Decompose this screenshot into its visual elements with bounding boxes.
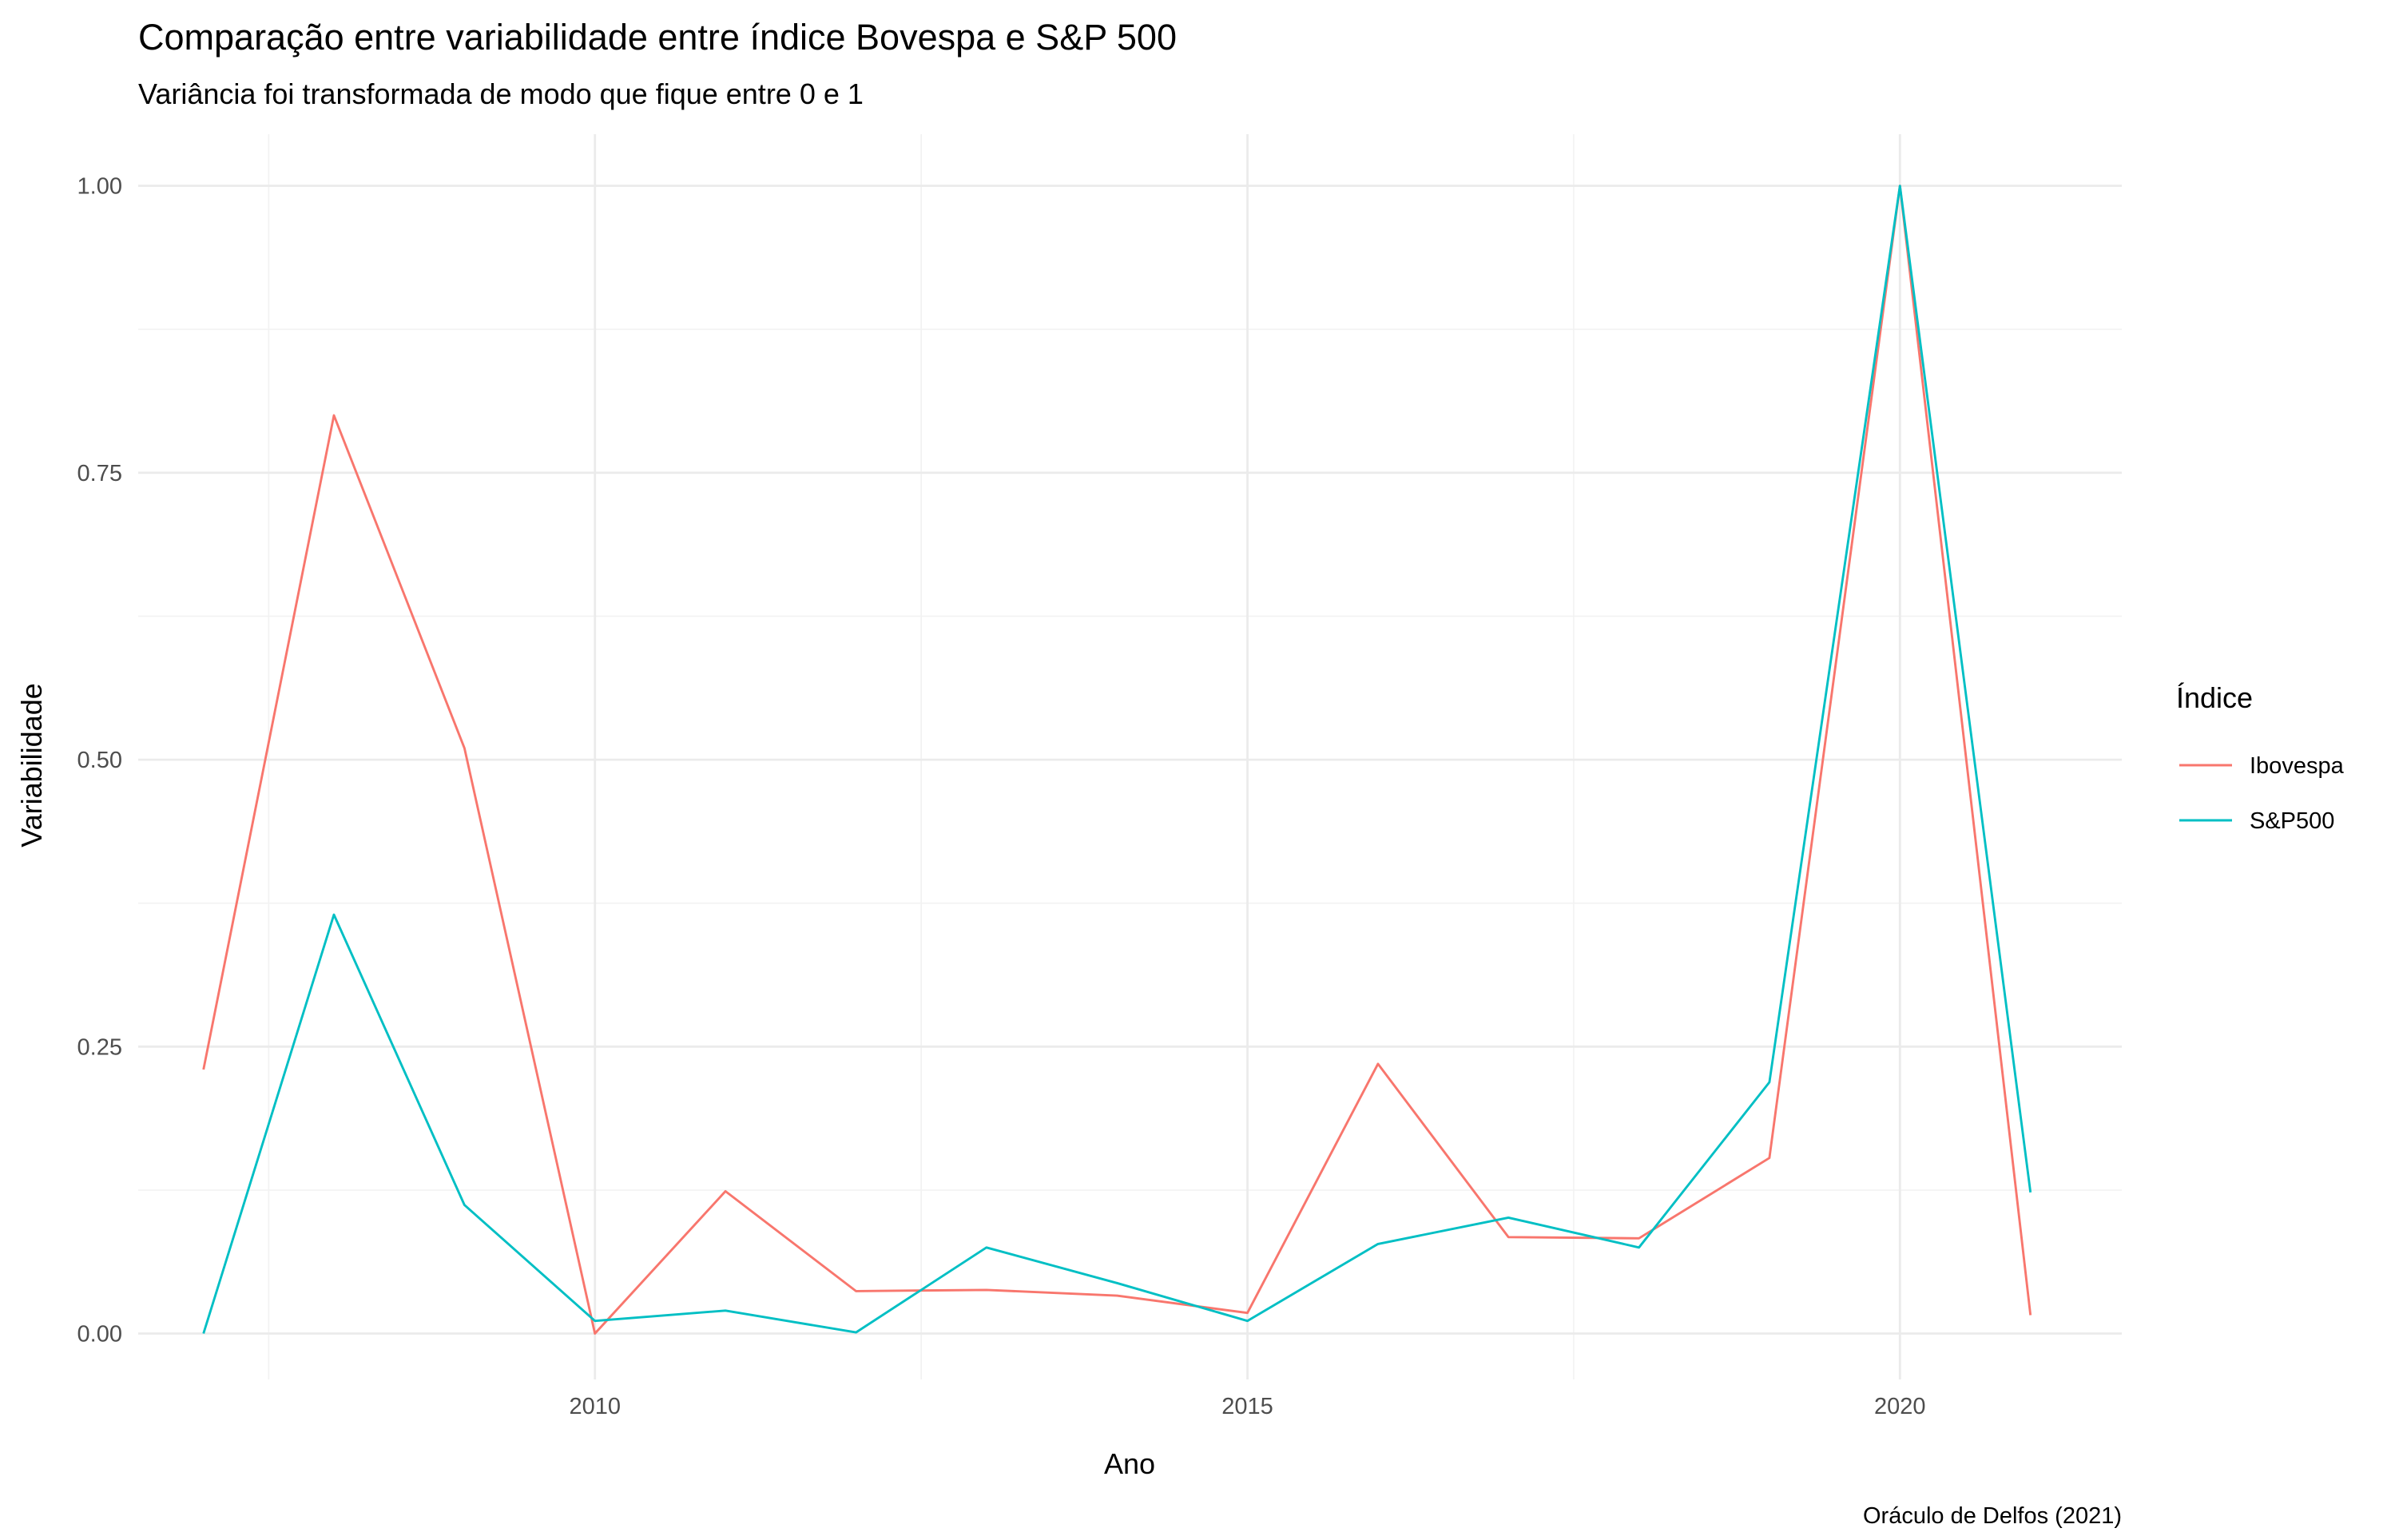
- y-tick-label: 0.75: [77, 461, 122, 486]
- x-axis-tick-labels: 2010 2015 2020: [569, 1394, 1925, 1419]
- y-tick-label: 0.00: [77, 1322, 122, 1348]
- y-tick-label: 0.25: [77, 1034, 122, 1060]
- chart-title: Comparação entre variabilidade entre índ…: [138, 17, 1177, 58]
- y-tick-label: 1.00: [77, 174, 122, 200]
- y-axis-tick-labels: 0.00 0.25 0.50 0.75 1.00: [77, 174, 122, 1348]
- y-tick-label: 0.50: [77, 748, 122, 773]
- y-axis-title: Variabilidade: [15, 683, 48, 847]
- legend-label-ibovespa: Ibovespa: [2250, 753, 2345, 779]
- major-gridlines: [138, 134, 2122, 1379]
- legend-label-sp500: S&P500: [2250, 808, 2334, 834]
- legend-title: Índice: [2176, 681, 2253, 714]
- chart-caption: Oráculo de Delfos (2021): [1863, 1503, 2122, 1529]
- chart-subtitle: Variância foi transformada de modo que f…: [138, 77, 864, 110]
- x-tick-label: 2010: [569, 1394, 621, 1419]
- series-line-sp500: [202, 185, 2032, 1334]
- series-line-ibovespa: [202, 185, 2032, 1335]
- x-tick-label: 2015: [1221, 1394, 1273, 1419]
- minor-gridlines: [138, 134, 2122, 1379]
- legend: Índice Ibovespa S&P500: [2176, 681, 2345, 834]
- x-axis-title: Ano: [1104, 1447, 1155, 1480]
- series-lines: [202, 185, 2032, 1335]
- x-tick-label: 2020: [1874, 1394, 1926, 1419]
